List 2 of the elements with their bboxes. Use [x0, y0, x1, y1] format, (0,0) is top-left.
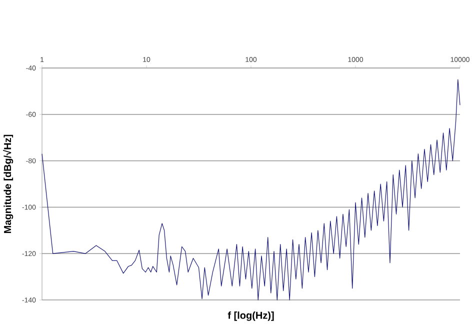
y-axis-title: Magnitude [dBg/√Hz] [3, 134, 14, 233]
x-axis-title: f [log(Hz)] [228, 312, 274, 321]
